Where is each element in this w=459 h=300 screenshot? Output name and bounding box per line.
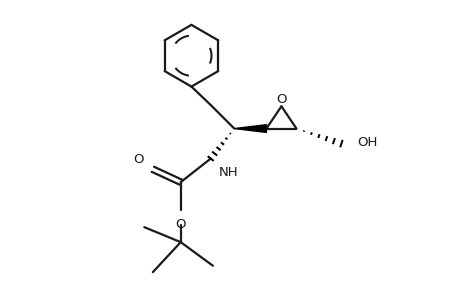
Polygon shape: [234, 125, 266, 132]
Text: OH: OH: [357, 136, 377, 149]
Text: O: O: [275, 93, 286, 106]
Text: O: O: [133, 153, 143, 166]
Text: NH: NH: [218, 166, 238, 179]
Text: O: O: [175, 218, 185, 231]
